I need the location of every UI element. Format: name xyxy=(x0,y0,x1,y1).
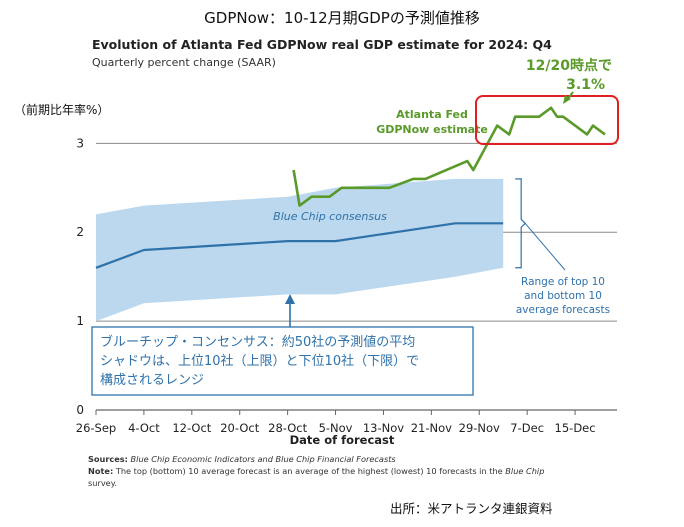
x-tick-label: 4-Oct xyxy=(128,421,160,435)
jp-note-line: 構成されるレンジ xyxy=(100,373,204,388)
gdpnow-label-line1: Atlanta Fed xyxy=(396,108,468,121)
annotations: Atlanta Fed GDPNow estimate Blue Chip cons… xyxy=(91,57,619,396)
y-tick-label: 0 xyxy=(76,403,84,417)
range-bracket xyxy=(515,178,527,269)
y-axis-label: （前期比年率%） xyxy=(14,102,109,117)
highlight-label-line1: 12/20時点で xyxy=(526,57,612,74)
chart-subtitle: Quarterly percent change (SAAR) xyxy=(92,56,276,69)
y-tick-label: 1 xyxy=(76,314,84,328)
band-arrow-head xyxy=(285,294,295,304)
jp-note-box xyxy=(91,326,474,396)
consensus-line xyxy=(95,222,504,269)
x-tick-label: 5-Nov xyxy=(319,421,353,435)
page-title: GDPNow：10-12月期GDPの予測値推移 xyxy=(204,9,480,27)
x-tick-label: 26-Sep xyxy=(76,421,116,435)
gdpnow-label-line2: GDPNow estimate xyxy=(376,123,488,136)
axis-ticks: 0 1 2 3 26-Sep 4-Oct 12-Oct 20-Oct 28-Oct 5-Nov 13… xyxy=(76,136,596,435)
range-band-layer xyxy=(96,178,504,322)
consensus-label: Blue Chip consensus xyxy=(273,210,387,223)
y-tick-label: 2 xyxy=(76,225,84,239)
x-tick-label: 12-Oct xyxy=(172,421,211,435)
gdpnow-line xyxy=(292,106,606,207)
series-lines xyxy=(95,106,606,269)
source-note: 出所：米アトランタ連銀資料 xyxy=(390,501,553,516)
highlight-label-line2: 3.1% xyxy=(566,77,605,93)
range-label-line: average forecasts xyxy=(516,304,610,316)
x-tick-label: 29-Nov xyxy=(459,421,500,435)
x-tick-label: 13-Nov xyxy=(363,421,404,435)
footnote-note-line2: survey. xyxy=(88,478,117,488)
highlight-box xyxy=(475,95,619,145)
x-tick-label: 15-Dec xyxy=(555,421,596,435)
footnote-sources: Sources: Blue Chip Economic Indicators a… xyxy=(88,454,396,464)
x-tick-label: 7-Dec xyxy=(510,421,544,435)
jp-note-line: ブルーチップ・コンセンサス：約50社の予測値の平均 xyxy=(100,334,415,350)
chart-title: Evolution of Atlanta Fed GDPNow real GDP… xyxy=(92,37,552,52)
x-tick-label: 20-Oct xyxy=(220,421,259,435)
range-band xyxy=(96,178,504,322)
range-pointer xyxy=(524,223,566,271)
footnote-note: Note: The top (bottom) 10 average foreca… xyxy=(88,466,544,476)
highlight-arrow-head xyxy=(563,95,571,104)
x-tick-label: 28-Oct xyxy=(268,421,307,435)
x-axis-label: Date of forecast xyxy=(290,433,395,447)
y-tick-label: 3 xyxy=(76,136,84,150)
range-label-line: and bottom 10 xyxy=(524,290,602,302)
jp-note-line: シャドウは、上位10社（上限）と下位10社（下限）で xyxy=(100,353,419,369)
range-label-line: Range of top 10 xyxy=(521,276,605,288)
x-tick-label: 21-Nov xyxy=(411,421,452,435)
